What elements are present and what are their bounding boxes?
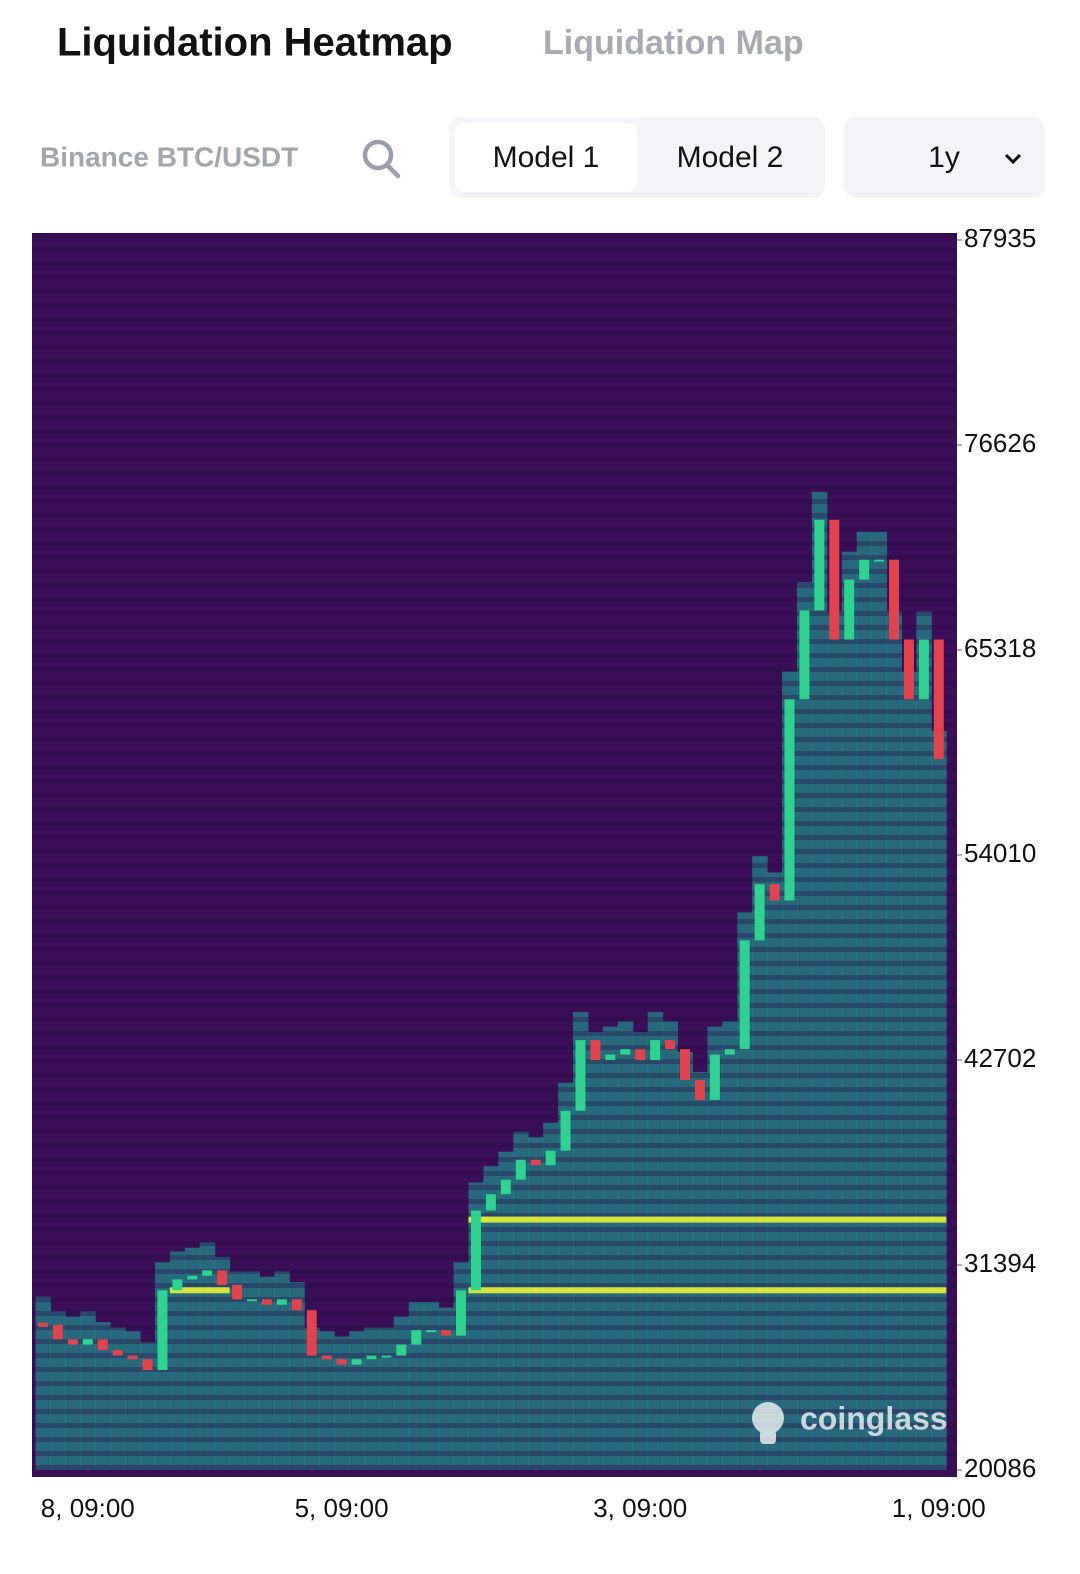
candle bbox=[665, 1040, 676, 1050]
x-tick-label: 1, 09:00 bbox=[892, 1493, 986, 1523]
candle bbox=[784, 699, 795, 901]
candle bbox=[918, 639, 929, 700]
y-tick-label: 65318 bbox=[964, 633, 1036, 663]
candle bbox=[202, 1270, 213, 1276]
pair-label[interactable]: Binance BTC/USDT bbox=[40, 141, 298, 172]
range-value[interactable]: 1y bbox=[928, 141, 960, 174]
candle bbox=[127, 1355, 138, 1360]
candle bbox=[859, 559, 870, 580]
candle bbox=[247, 1299, 258, 1302]
candle bbox=[530, 1159, 541, 1166]
candle bbox=[874, 559, 885, 562]
candle bbox=[799, 610, 810, 700]
candle bbox=[321, 1355, 332, 1360]
x-tick-label: 3, 09:00 bbox=[593, 1493, 687, 1523]
y-tick-label: 31394 bbox=[964, 1248, 1036, 1278]
candle bbox=[351, 1359, 362, 1365]
candle bbox=[650, 1040, 661, 1061]
candle bbox=[694, 1079, 705, 1100]
candle bbox=[112, 1350, 123, 1356]
candle bbox=[157, 1290, 168, 1371]
candle bbox=[336, 1359, 347, 1365]
candle bbox=[276, 1299, 287, 1305]
model-button[interactable]: Model 1 bbox=[493, 141, 600, 174]
candle bbox=[82, 1339, 93, 1345]
candle bbox=[635, 1049, 646, 1061]
y-tick-label: 87935 bbox=[964, 223, 1036, 253]
candle bbox=[754, 884, 765, 941]
candle bbox=[560, 1110, 571, 1151]
axes: 87935 76626 65318 54010 42702 31394 20086 8, 09… bbox=[41, 223, 1037, 1523]
candle bbox=[306, 1310, 317, 1356]
search-icon[interactable] bbox=[362, 139, 401, 179]
candle bbox=[769, 884, 780, 901]
candle bbox=[456, 1290, 467, 1336]
candle bbox=[291, 1299, 302, 1311]
candle bbox=[724, 1049, 735, 1055]
watermark: coinglass bbox=[800, 1400, 948, 1436]
x-tick-label: 8, 09:00 bbox=[41, 1493, 135, 1523]
candle bbox=[38, 1322, 48, 1327]
candle bbox=[172, 1279, 183, 1291]
candle bbox=[396, 1344, 407, 1356]
candle bbox=[590, 1040, 601, 1061]
candle bbox=[620, 1049, 631, 1055]
model-button[interactable]: Model 2 bbox=[677, 141, 784, 174]
candle bbox=[485, 1194, 496, 1211]
candle bbox=[500, 1179, 511, 1195]
candle bbox=[217, 1270, 228, 1285]
candle bbox=[97, 1339, 108, 1351]
tab[interactable]: Liquidation Map bbox=[543, 24, 804, 62]
levels bbox=[169, 1216, 947, 1294]
candle bbox=[814, 519, 825, 611]
heat-texture bbox=[32, 233, 957, 1477]
watermark-icon bbox=[752, 1402, 784, 1444]
y-tick-label: 76626 bbox=[964, 428, 1036, 458]
candle bbox=[889, 559, 900, 640]
candle bbox=[232, 1284, 243, 1300]
chevron bbox=[1004, 153, 1022, 165]
candle bbox=[52, 1324, 63, 1340]
tab-active[interactable]: Liquidation Heatmap bbox=[57, 21, 453, 65]
x-tick-label: 5, 09:00 bbox=[295, 1493, 389, 1523]
candles bbox=[38, 519, 944, 1371]
candle bbox=[709, 1054, 720, 1100]
y-tick-label: 54010 bbox=[964, 838, 1036, 868]
candle bbox=[545, 1150, 556, 1166]
candle bbox=[903, 639, 914, 700]
candle bbox=[844, 579, 855, 640]
range-dropdown[interactable] bbox=[844, 117, 1045, 198]
candle bbox=[575, 1040, 586, 1111]
liquidation-level bbox=[468, 1216, 947, 1223]
candle bbox=[142, 1359, 153, 1371]
candle bbox=[933, 639, 944, 760]
candle bbox=[470, 1210, 481, 1291]
candle bbox=[515, 1159, 526, 1180]
model-active-bg bbox=[455, 123, 637, 192]
candle bbox=[426, 1330, 437, 1333]
liquidation-level bbox=[468, 1287, 947, 1294]
y-tick-label: 42702 bbox=[964, 1043, 1036, 1073]
candle bbox=[605, 1054, 616, 1061]
candle bbox=[381, 1355, 392, 1358]
candle bbox=[411, 1330, 422, 1345]
candle bbox=[67, 1339, 78, 1345]
candle bbox=[366, 1355, 377, 1360]
candle bbox=[441, 1330, 452, 1336]
candle bbox=[829, 519, 840, 640]
candle bbox=[739, 940, 750, 1050]
y-tick-label: 20086 bbox=[964, 1453, 1036, 1483]
candle bbox=[679, 1049, 690, 1080]
liquidation-level bbox=[169, 1287, 230, 1294]
candle bbox=[187, 1275, 198, 1280]
candle bbox=[261, 1299, 272, 1305]
